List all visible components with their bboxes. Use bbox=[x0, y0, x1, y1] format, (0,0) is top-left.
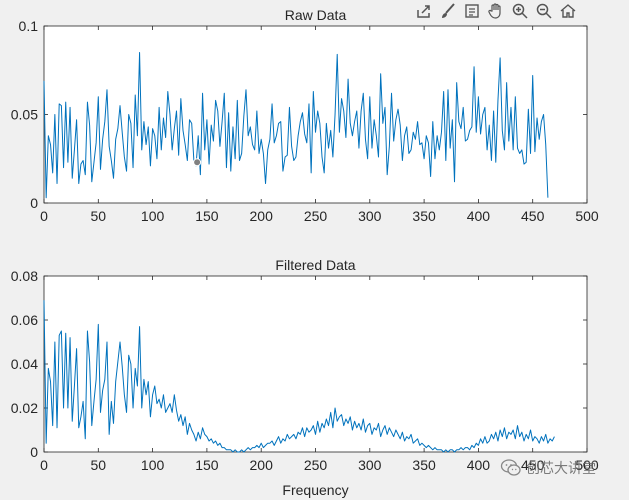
x-tick-label: 100 bbox=[141, 208, 165, 224]
x-axis-label: Frequency bbox=[282, 482, 348, 498]
home-icon[interactable] bbox=[557, 0, 579, 22]
x-tick-label: 450 bbox=[521, 457, 545, 473]
x-tick-label: 400 bbox=[467, 457, 491, 473]
x-tick-label: 400 bbox=[467, 208, 491, 224]
x-tick-label: 50 bbox=[91, 208, 107, 224]
export-icon[interactable] bbox=[413, 0, 435, 22]
x-tick-label: 100 bbox=[141, 457, 165, 473]
watermark: 创芯大讲堂 bbox=[500, 457, 596, 479]
x-tick-label: 150 bbox=[195, 208, 219, 224]
y-tick-label: 0 bbox=[30, 195, 38, 211]
x-tick-label: 150 bbox=[195, 457, 219, 473]
x-tick-label: 250 bbox=[304, 208, 328, 224]
brush-icon[interactable] bbox=[437, 0, 459, 22]
y-tick-label: 0 bbox=[30, 444, 38, 460]
axes-1: 0 50 100 150 200 250 300 350 400 450 500 0 0.05 0.1 Ra… bbox=[11, 7, 599, 224]
x-tick-label: 0 bbox=[40, 457, 48, 473]
data-cursor-marker bbox=[193, 158, 202, 167]
y-tick-label: 0.02 bbox=[11, 400, 38, 416]
x-tick-label: 200 bbox=[250, 208, 274, 224]
y-tick-label: 0.06 bbox=[11, 312, 38, 328]
x-tick-label: 450 bbox=[521, 208, 545, 224]
x-tick-label: 300 bbox=[358, 208, 382, 224]
x-tick-label: 500 bbox=[575, 457, 599, 473]
x-tick-label: 250 bbox=[304, 457, 328, 473]
x-tick-label: 50 bbox=[91, 457, 107, 473]
x-tick-label: 200 bbox=[250, 457, 274, 473]
y-tick-label: 0.1 bbox=[19, 18, 39, 34]
series-line-raw bbox=[43, 52, 549, 199]
x-tick-label: 350 bbox=[412, 208, 436, 224]
x-tick-label: 350 bbox=[412, 457, 436, 473]
chart-title: Filtered Data bbox=[275, 257, 355, 273]
zoom-in-icon[interactable] bbox=[509, 0, 531, 22]
series-line-filtered bbox=[43, 300, 555, 453]
y-tick-label: 0.05 bbox=[11, 107, 38, 123]
pan-hand-icon[interactable] bbox=[485, 0, 507, 22]
wechat-logo-icon bbox=[500, 459, 521, 476]
axes-2: 0 50 100 150 200 250 300 350 400 450 500 0 0.02 0.04 0… bbox=[11, 257, 599, 498]
x-tick-label: 300 bbox=[358, 457, 382, 473]
watermark-text: 创芯大讲堂 bbox=[526, 461, 596, 477]
x-tick-label: 500 bbox=[575, 208, 599, 224]
y-tick-label: 0.04 bbox=[11, 356, 38, 372]
data-tip-icon[interactable] bbox=[461, 0, 483, 22]
x-tick-label: 0 bbox=[40, 208, 48, 224]
chart-title: Raw Data bbox=[285, 7, 347, 23]
y-tick-label: 0.08 bbox=[11, 268, 38, 284]
figure-toolbar bbox=[413, 0, 579, 22]
plot-area bbox=[43, 275, 588, 453]
zoom-out-icon[interactable] bbox=[533, 0, 555, 22]
